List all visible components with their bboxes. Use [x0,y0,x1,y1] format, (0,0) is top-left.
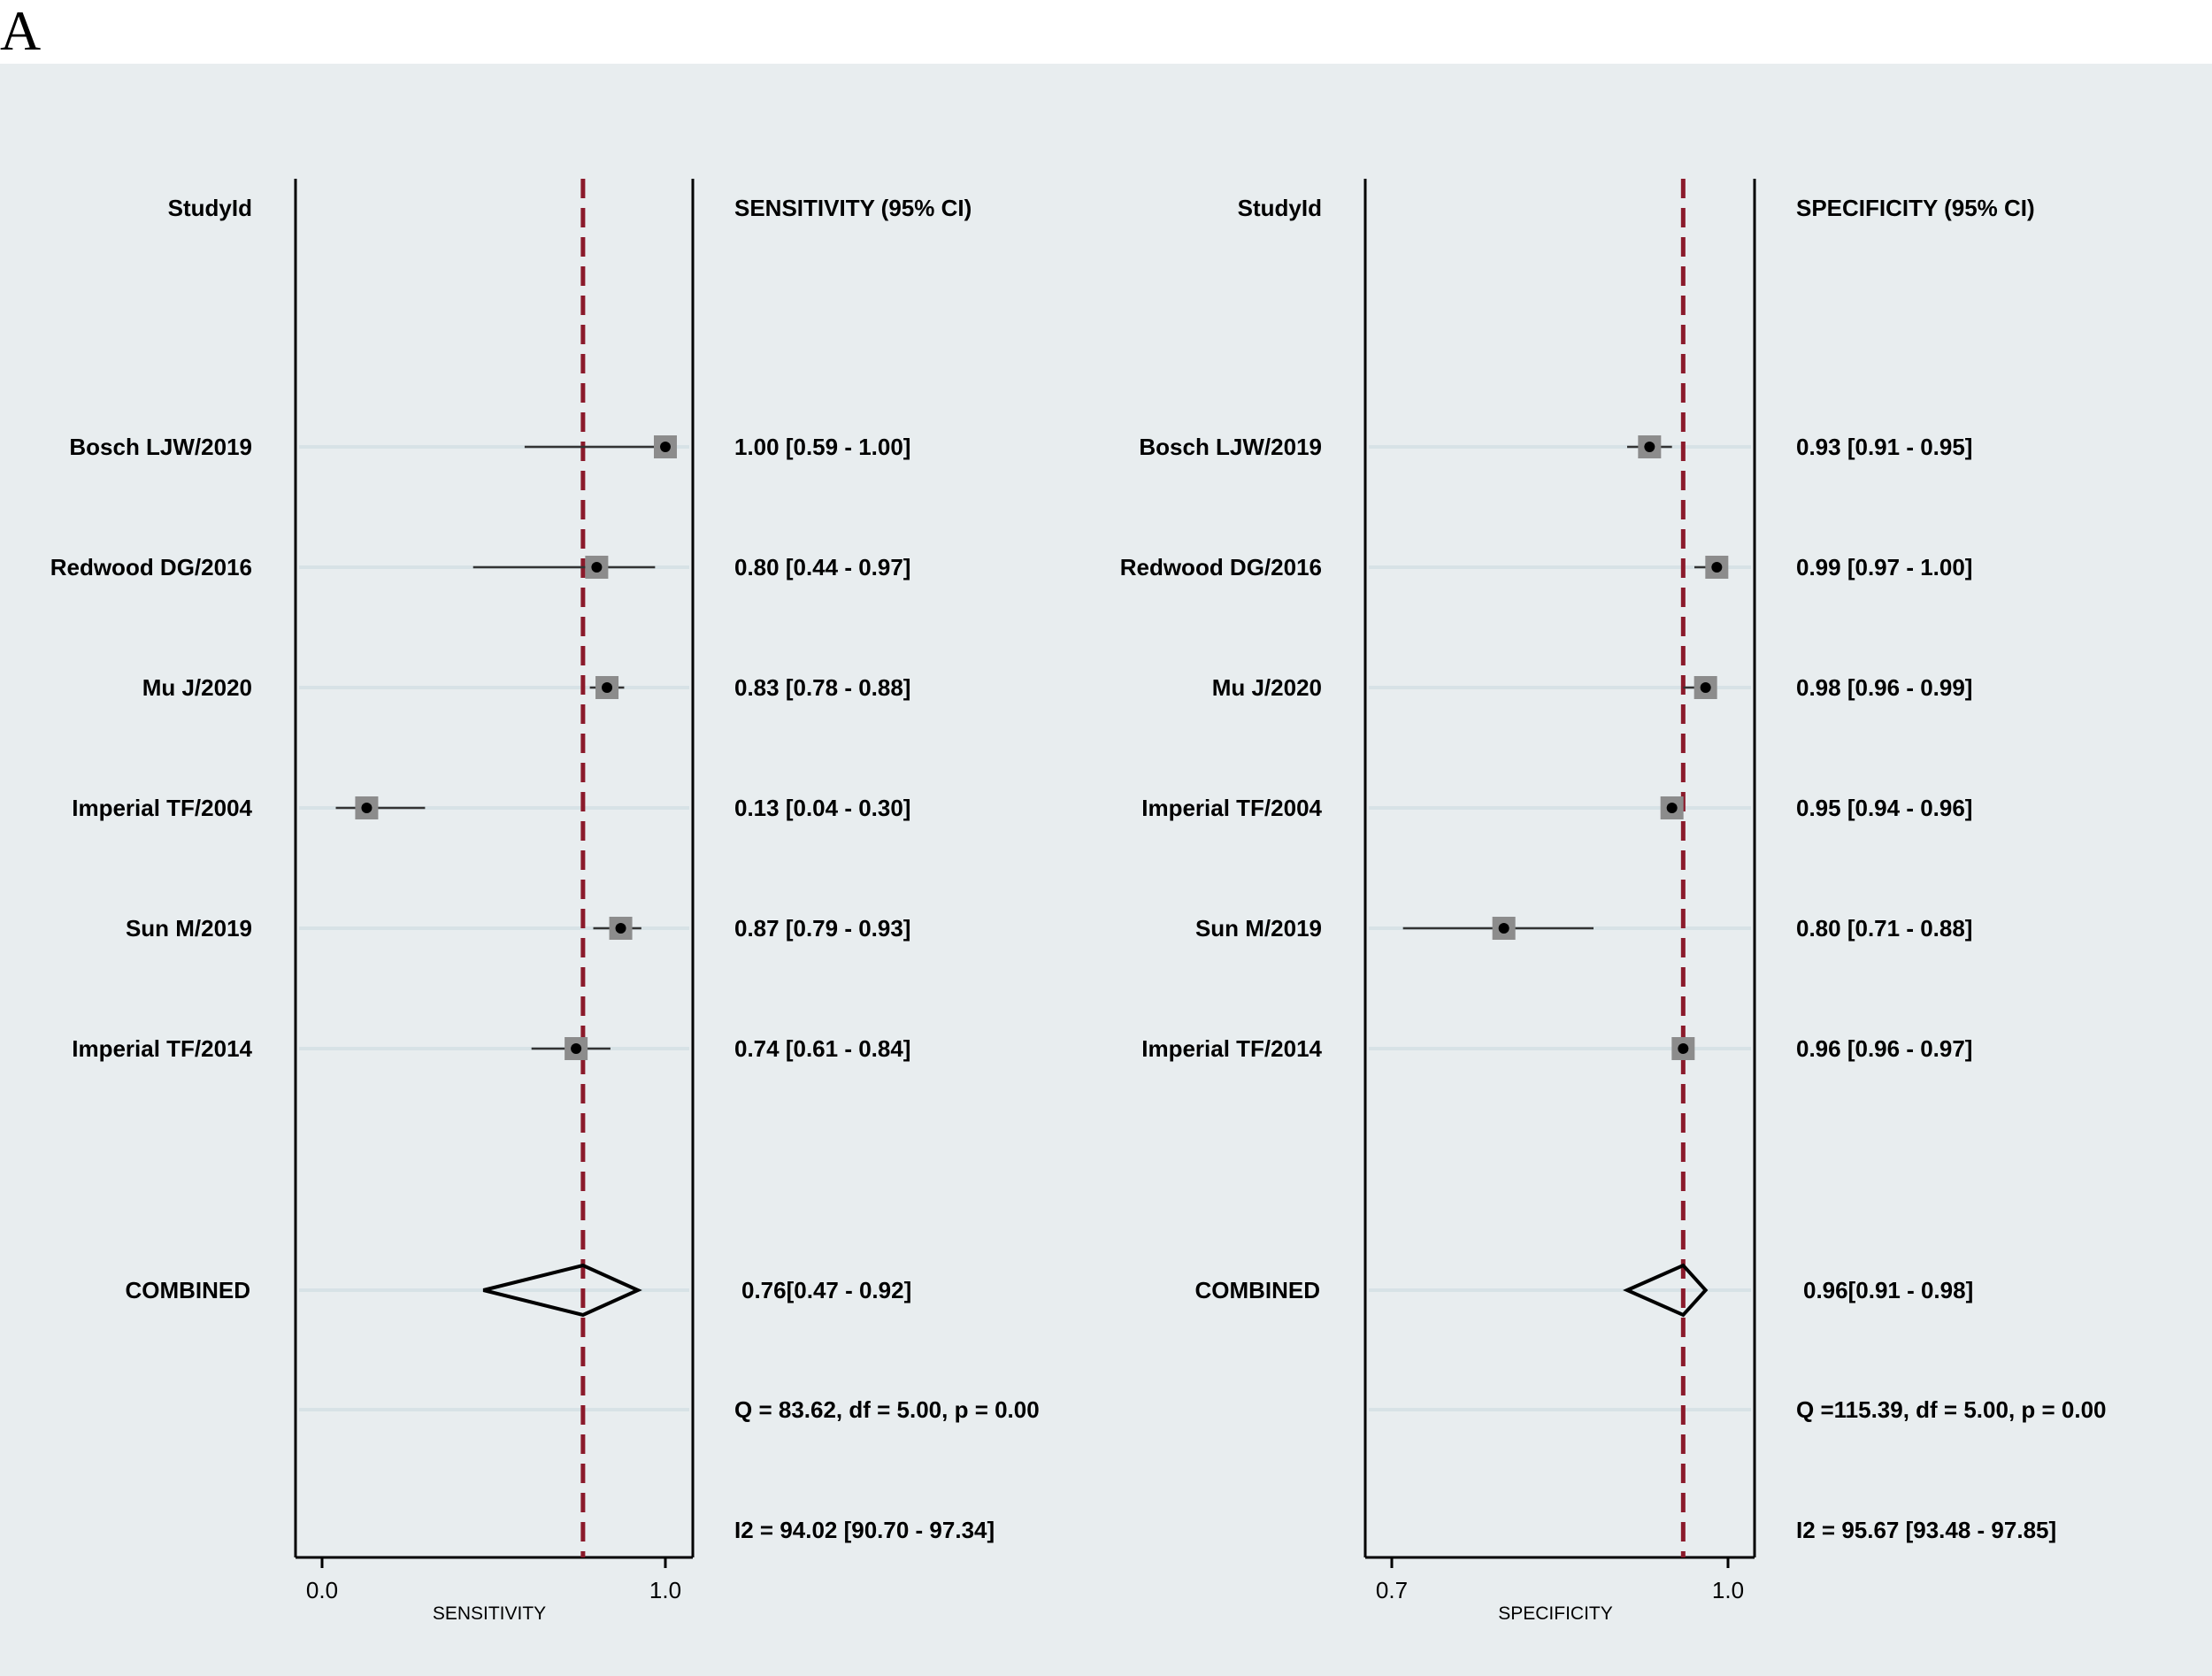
spec-study-name: Bosch LJW/2019 [1139,434,1322,460]
sens-study-ci-label: 0.80 [0.44 - 0.97] [734,554,910,580]
spec-point-estimate [1644,442,1655,452]
sens-study-name: Imperial TF/2014 [72,1035,252,1062]
spec-study-ci-label: 0.80 [0.71 - 0.88] [1796,915,1972,942]
sens-study-name: Mu J/2020 [142,674,252,701]
sens-study-ci-label: 0.13 [0.04 - 0.30] [734,795,910,821]
sens-x-tick-label: 0.0 [306,1577,338,1603]
sens-study-ci-label: 1.00 [0.59 - 1.00] [734,434,910,460]
spec-header-study: StudyId [1238,195,1322,221]
spec-header-estimate: SPECIFICITY (95% CI) [1796,195,2035,221]
spec-study-ci-label: 0.99 [0.97 - 1.00] [1796,554,1972,580]
sens-study-name: Imperial TF/2004 [72,795,252,821]
sens-heterogeneity-q: Q = 83.62, df = 5.00, p = 0.00 [734,1396,1040,1423]
spec-study-ci-label: 0.93 [0.91 - 0.95] [1796,434,1972,460]
panel-label: A [0,0,42,62]
sens-point-estimate [571,1043,582,1054]
spec-study-name: Imperial TF/2004 [1141,795,1322,821]
sens-point-estimate [615,923,626,934]
spec-study-name: Imperial TF/2014 [1141,1035,1322,1062]
spec-heterogeneity-i2: I2 = 95.67 [93.48 - 97.85] [1796,1517,2056,1543]
spec-study-ci-label: 0.98 [0.96 - 0.99] [1796,674,1972,701]
sens-x-axis-label: SENSITIVITY [433,1603,546,1624]
spec-x-tick-label: 1.0 [1712,1577,1744,1603]
spec-combined-diamond [1623,1263,1709,1318]
sens-heterogeneity-i2: I2 = 94.02 [90.70 - 97.34] [734,1517,995,1543]
spec-study-ci-label: 0.95 [0.94 - 0.96] [1796,795,1972,821]
sens-point-estimate [361,803,373,813]
sens-study-name: Sun M/2019 [126,915,252,942]
spec-combined-ci-label: 0.96[0.91 - 0.98] [1803,1277,1973,1303]
spec-point-estimate [1711,562,1723,573]
spec-heterogeneity-q: Q =115.39, df = 5.00, p = 0.00 [1796,1396,2107,1423]
sens-x-tick-label: 1.0 [649,1577,681,1603]
spec-x-tick-label: 0.7 [1376,1577,1408,1603]
sens-combined-diamond [482,1263,642,1318]
sens-combined-label: COMBINED [125,1277,250,1303]
sens-point-estimate [602,682,613,693]
sens-study-name: Bosch LJW/2019 [69,434,252,460]
sens-header-estimate: SENSITIVITY (95% CI) [734,195,972,221]
sens-combined-ci-label: 0.76[0.47 - 0.92] [741,1277,911,1303]
sens-point-estimate [591,562,603,573]
plot-background [0,64,2212,1676]
spec-study-name: Sun M/2019 [1195,915,1322,942]
spec-x-axis-label: SPECIFICITY [1498,1603,1613,1624]
spec-point-estimate [1678,1043,1689,1054]
sens-study-ci-label: 0.83 [0.78 - 0.88] [734,674,910,701]
spec-study-ci-label: 0.96 [0.96 - 0.97] [1796,1035,1972,1062]
spec-point-estimate [1666,803,1678,813]
spec-point-estimate [1498,923,1509,934]
sens-study-name: Redwood DG/2016 [50,554,252,580]
spec-point-estimate [1700,682,1711,693]
sens-point-estimate [660,442,671,452]
sens-study-ci-label: 0.87 [0.79 - 0.93] [734,915,910,942]
sens-study-ci-label: 0.74 [0.61 - 0.84] [734,1035,910,1062]
spec-study-name: Redwood DG/2016 [1120,554,1322,580]
sens-header-study: StudyId [168,195,252,221]
spec-combined-label: COMBINED [1194,1277,1320,1303]
spec-study-name: Mu J/2020 [1212,674,1322,701]
